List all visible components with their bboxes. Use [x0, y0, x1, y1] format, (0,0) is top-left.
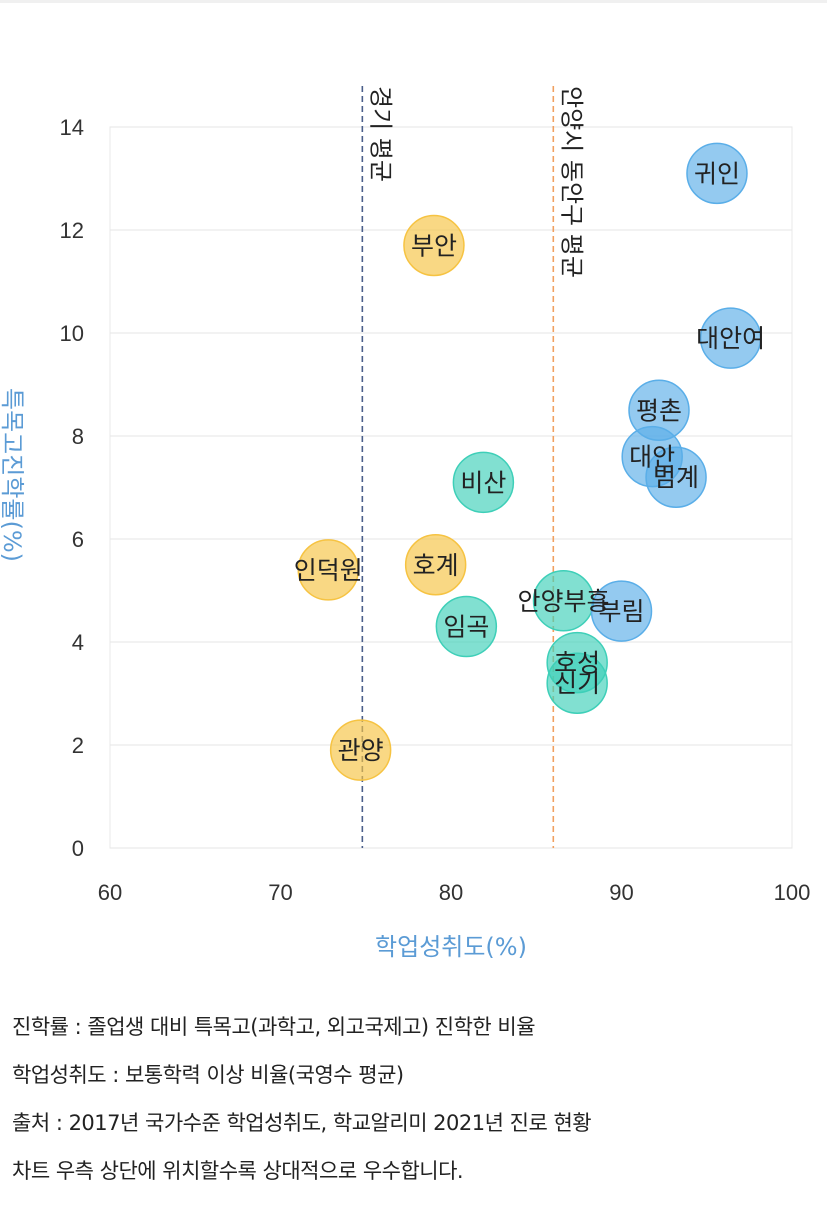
data-point [699, 307, 762, 369]
data-point [645, 446, 707, 508]
data-label: 호계 [413, 551, 459, 580]
x-axis-title: 학업성취도(%) [375, 933, 527, 961]
top-border [0, 0, 827, 3]
data-point [590, 580, 653, 642]
y-tick-label: 10 [60, 321, 84, 346]
data-label: 평촌 [636, 396, 682, 425]
y-tick-label: 12 [60, 218, 84, 243]
x-tick-label: 90 [609, 880, 633, 905]
reference-line-label: 안양시 동안구 평균 [557, 86, 585, 278]
x-tick-label: 100 [774, 880, 811, 905]
data-point [403, 214, 465, 277]
data-point [297, 539, 359, 601]
reference-line-label: 경기 평균 [366, 86, 394, 182]
data-label: 대안여 [696, 324, 765, 353]
y-tick-label: 14 [60, 115, 84, 140]
data-label: 인덕원 [294, 556, 363, 585]
y-axis-title: 특목고진학률(%) [0, 388, 26, 562]
data-point [329, 719, 392, 781]
chart-notes: 진학률 : 졸업생 대비 특목고(과학고, 외고국제고) 진학한 비율 학업성취… [12, 1003, 812, 1195]
data-label: 대안 [629, 443, 675, 472]
note-rate-definition: 진학률 : 졸업생 대비 특목고(과학고, 외고국제고) 진학한 비율 [12, 1015, 536, 1039]
data-point [452, 451, 515, 514]
y-tick-label: 4 [72, 630, 84, 655]
data-label: 부림 [598, 597, 644, 626]
scatter-chart: 0 2 4 6 8 10 12 14 60 70 80 90 100 학업성취도(%) 특목고진학률(%) 경… [0, 86, 811, 961]
y-tick-label: 2 [72, 733, 84, 758]
x-tick-label: 80 [439, 880, 463, 905]
data-label: 비산 [460, 468, 506, 497]
data-label: 임곡 [443, 613, 489, 642]
y-tick-label: 8 [72, 424, 84, 449]
data-point [546, 652, 608, 714]
data-point [404, 534, 467, 596]
data-label: 신기 [554, 669, 600, 698]
data-point [686, 142, 748, 205]
data-point [435, 595, 498, 658]
data-label: 부안 [411, 231, 457, 260]
y-tick-label: 6 [72, 527, 84, 552]
note-interpretation: 차트 우측 상단에 위치할수록 상대적으로 우수합니다. [12, 1159, 464, 1183]
data-label: 범계 [653, 463, 699, 492]
note-achievement-definition: 학업성취도 : 보통학력 이상 비율(국영수 평균) [12, 1063, 404, 1087]
data-label: 귀인 [694, 159, 740, 188]
data-label: 안양부흥 [518, 587, 610, 616]
y-tick-label: 0 [72, 836, 84, 861]
x-tick-label: 60 [98, 880, 122, 905]
x-tick-label: 70 [268, 880, 292, 905]
data-label: 관양 [338, 736, 384, 765]
data-label: 호성 [554, 649, 600, 678]
note-source: 출처 : 2017년 국가수준 학업성취도, 학교알리미 2021년 진로 현황 [12, 1111, 592, 1135]
